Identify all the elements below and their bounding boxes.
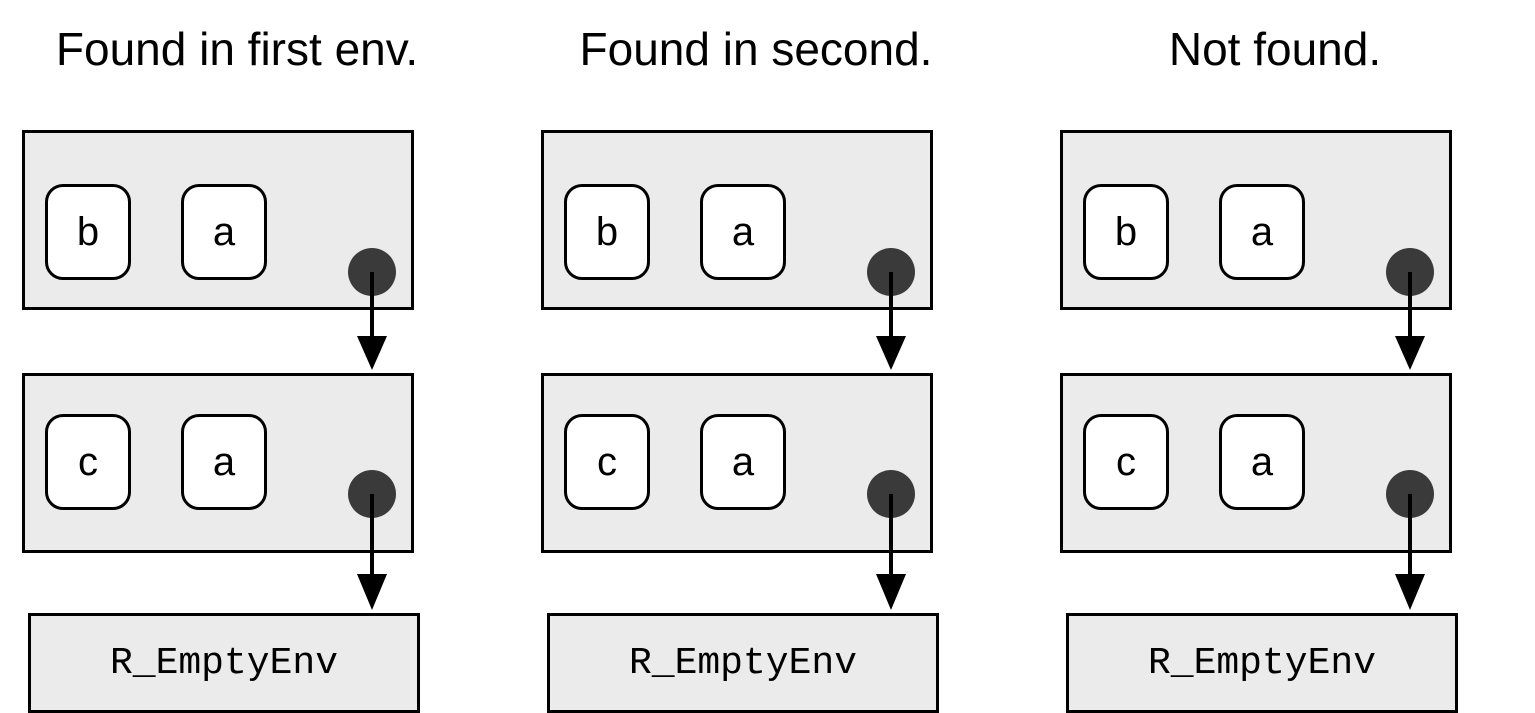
arrowhead — [357, 574, 387, 610]
parent-arrows — [876, 272, 906, 610]
binding-name: a — [181, 184, 267, 280]
binding-name: a — [1219, 414, 1305, 510]
parent-arrows — [357, 272, 387, 610]
binding-name: a — [1219, 184, 1305, 280]
panel-title: Not found. — [1168, 23, 1382, 75]
binding-name: b — [564, 184, 650, 280]
empty-env-box: R_EmptyEnv — [28, 613, 420, 713]
binding-name: a — [700, 184, 786, 280]
binding-name: a — [700, 414, 786, 510]
diagram-panel-found-second: Found in second. b a c a R_EmptyEnv — [541, 0, 961, 713]
binding-name: a — [181, 414, 267, 510]
arrowhead — [1395, 574, 1425, 610]
arrowhead — [357, 336, 387, 370]
binding-name: c — [1083, 414, 1169, 510]
arrowhead — [1395, 336, 1425, 370]
diagram-panel-found-first: Found in first env. b a c a R_EmptyEnv — [22, 0, 442, 713]
binding-name: b — [1083, 184, 1169, 280]
arrowhead — [876, 574, 906, 610]
panel-title: Found in second. — [579, 23, 933, 75]
diagram-panel-not-found: Not found. b a c a R_EmptyEnv — [1060, 0, 1480, 713]
arrowhead — [876, 336, 906, 370]
binding-name: c — [45, 414, 131, 510]
empty-env-box: R_EmptyEnv — [547, 613, 939, 713]
binding-name: c — [564, 414, 650, 510]
parent-arrows — [1395, 272, 1425, 610]
binding-name: b — [45, 184, 131, 280]
panel-title: Found in first env. — [55, 23, 419, 75]
empty-env-box: R_EmptyEnv — [1066, 613, 1458, 713]
